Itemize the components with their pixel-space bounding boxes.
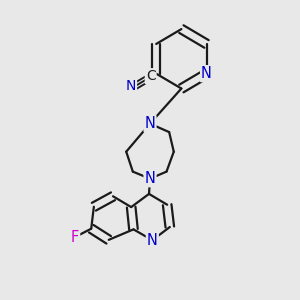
Text: N: N: [147, 233, 158, 248]
Text: C: C: [146, 69, 156, 83]
Text: N: N: [145, 171, 155, 186]
Text: N: N: [201, 66, 212, 81]
Text: N: N: [126, 79, 136, 93]
Text: F: F: [71, 230, 79, 244]
Text: N: N: [145, 116, 155, 131]
